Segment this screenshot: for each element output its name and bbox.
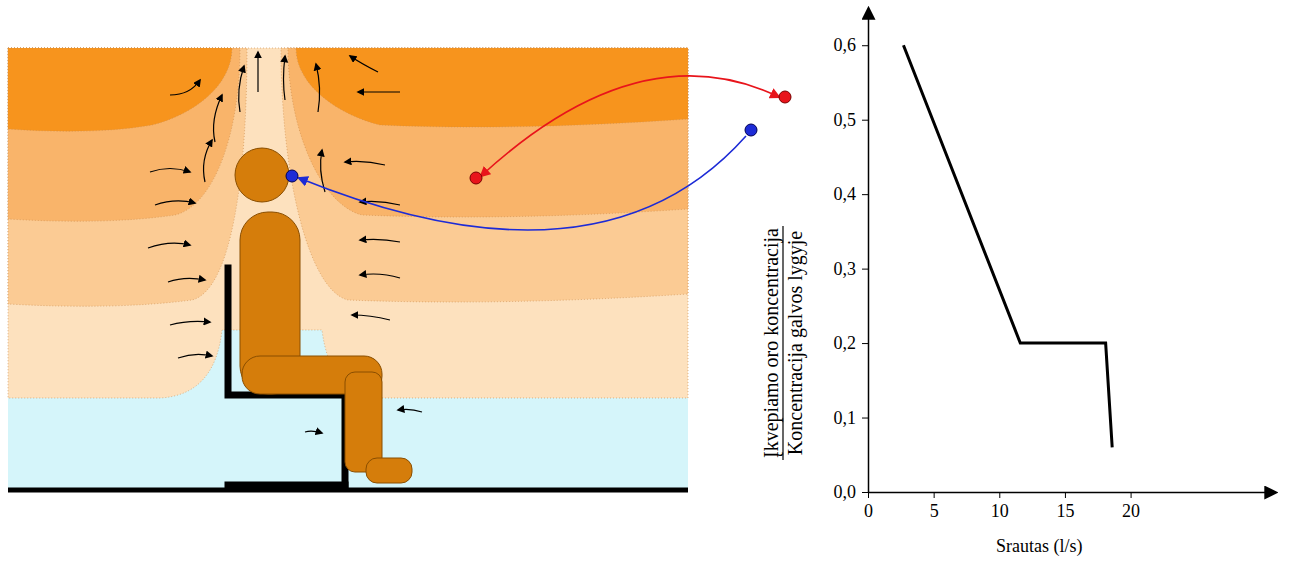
x-tick-label: 10 [991, 501, 1009, 521]
x-tick-label: 20 [1122, 501, 1140, 521]
chart: 0 5 10 15 20 0,0 0,1 0,2 0,3 0,4 0,5 0,6 Srautas (l/… [760, 9, 1276, 558]
data-line [903, 45, 1112, 447]
y-tick-label: 0,3 [834, 259, 857, 279]
lower-leg [345, 372, 382, 472]
fraction-bar [782, 226, 783, 460]
x-tick-mark [868, 492, 869, 498]
airflow-arrow [170, 80, 200, 95]
foot [366, 458, 412, 483]
x-axis-line [869, 492, 1276, 494]
x-tick: 15 [1056, 492, 1074, 521]
layer-4 [8, 48, 688, 398]
airflow-arrow [352, 315, 390, 320]
y-tick: 0,3 [834, 259, 869, 279]
layer-1 [8, 48, 688, 131]
airflow-arrow [284, 56, 286, 100]
y-tick-label: 0,6 [834, 35, 857, 55]
x-tick-mark [1131, 492, 1132, 498]
airflow-arrow [155, 201, 195, 205]
y-tick-mark [862, 194, 868, 195]
airflow-arrow [360, 239, 400, 242]
y-tick-label: 0,0 [834, 482, 857, 502]
x-tick-mark [1065, 492, 1066, 498]
figure: 0 5 10 15 20 0,0 0,1 0,2 0,3 0,4 0,5 0,6 Srautas (l/… [0, 0, 1304, 564]
person [235, 148, 412, 483]
airflow-arrow [398, 409, 422, 412]
x-tick: 0 [864, 492, 873, 521]
airflow-arrow [321, 150, 325, 192]
y-tick: 0,2 [834, 333, 869, 353]
airflow-arrow [170, 321, 210, 325]
y-tick: 0,4 [834, 184, 869, 204]
plot-marks [903, 45, 1112, 447]
airflow-arrow [178, 354, 212, 358]
layer-2 [8, 48, 688, 221]
cool-air [8, 48, 688, 490]
y-tick: 0,6 [834, 35, 869, 55]
y-tick-mark [862, 418, 868, 419]
chair-base [228, 482, 345, 489]
airflow-arrow [360, 274, 400, 278]
y-tick-mark [862, 343, 868, 344]
x-tick: 10 [991, 492, 1009, 521]
y-tick-mark [862, 120, 868, 121]
y-tick: 0,0 [834, 482, 869, 502]
y-axis-title-denominator: Koncentracija galvos lygyje [784, 231, 807, 455]
airflow-arrow [350, 56, 378, 72]
airflow-arrow [305, 431, 322, 433]
layer-3 [8, 48, 688, 306]
airflow-arrow [257, 52, 258, 92]
x-tick-label: 0 [864, 501, 873, 521]
y-tick-mark [862, 45, 868, 46]
room-link [481, 76, 779, 176]
x-tick: 20 [1122, 492, 1140, 521]
x-tick-mark [999, 492, 1000, 498]
x-tick: 5 [930, 492, 939, 521]
y-tick-label: 0,2 [834, 333, 857, 353]
airflow-arrow [345, 161, 385, 165]
y-tick-label: 0,5 [834, 110, 857, 130]
breath-point-key [745, 124, 757, 136]
y-axis: 0,0 0,1 0,2 0,3 0,4 0,5 0,6 [834, 9, 869, 503]
illustration [8, 48, 688, 490]
breath-point [286, 170, 298, 182]
y-tick-label: 0,4 [834, 184, 857, 204]
y-tick-mark [862, 269, 868, 270]
y-tick: 0,5 [834, 110, 869, 130]
airflow-arrow [168, 278, 205, 282]
floor [8, 488, 688, 493]
x-axis: 0 5 10 15 20 [864, 492, 1276, 521]
y-tick-mark [862, 492, 868, 493]
x-tick-label: 15 [1056, 501, 1074, 521]
airflow-arrow [358, 91, 400, 92]
room-point-key [779, 91, 791, 103]
y-tick-label: 0,1 [834, 408, 857, 428]
room-point [470, 172, 482, 184]
x-tick-label: 5 [930, 501, 939, 521]
breath-link [299, 136, 746, 230]
x-axis-title: Srautas (l/s) [996, 536, 1082, 557]
y-axis-title-numerator: Įkvepiamo oro koncentracija [760, 228, 783, 458]
x-tick-mark [934, 492, 935, 498]
airflow-arrow [239, 66, 244, 112]
airflow-arrow [150, 169, 190, 173]
head [235, 148, 289, 202]
airflow-arrow [316, 64, 320, 112]
airflow-arrow [204, 140, 212, 182]
y-axis-line [868, 9, 870, 493]
airflow-arrow [148, 243, 190, 248]
y-tick: 0,1 [834, 408, 869, 428]
airflow-arrow [214, 95, 222, 142]
